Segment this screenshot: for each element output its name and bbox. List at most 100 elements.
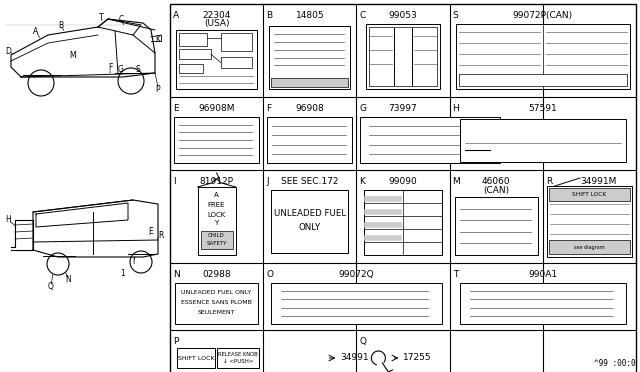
Bar xyxy=(177,348,215,368)
Bar xyxy=(170,4,636,372)
Text: O: O xyxy=(266,270,273,279)
Text: SHIFT LOCK: SHIFT LOCK xyxy=(178,356,214,360)
Text: 34991: 34991 xyxy=(340,353,369,362)
Bar xyxy=(364,190,442,255)
Bar xyxy=(175,283,258,324)
Bar xyxy=(221,33,252,51)
Text: J: J xyxy=(266,177,269,186)
Text: E: E xyxy=(148,228,154,237)
Bar xyxy=(366,24,440,89)
Text: 22304: 22304 xyxy=(202,11,231,20)
Bar xyxy=(369,27,436,86)
Text: CHILD: CHILD xyxy=(208,233,225,238)
Text: G: G xyxy=(118,65,124,74)
Text: G: G xyxy=(360,104,366,113)
Text: N: N xyxy=(173,270,180,279)
Text: S: S xyxy=(452,11,458,20)
Text: B: B xyxy=(266,11,273,20)
Text: A: A xyxy=(33,26,38,35)
Text: P: P xyxy=(156,86,160,94)
Bar xyxy=(460,119,626,162)
Text: SEULEMENT: SEULEMENT xyxy=(198,310,236,315)
Text: K: K xyxy=(360,177,365,186)
Bar xyxy=(217,348,259,368)
Text: 96908: 96908 xyxy=(296,104,324,113)
Bar xyxy=(271,78,348,87)
Bar xyxy=(548,188,630,201)
Text: 99090: 99090 xyxy=(388,177,417,186)
Bar xyxy=(271,283,442,324)
Text: 46060: 46060 xyxy=(482,177,511,186)
Text: I: I xyxy=(132,257,134,266)
Bar xyxy=(547,186,632,257)
Bar xyxy=(200,231,232,249)
Bar xyxy=(360,117,500,163)
Text: FREE: FREE xyxy=(208,202,225,208)
Text: A: A xyxy=(214,192,219,198)
Text: ↓ <PUSH>: ↓ <PUSH> xyxy=(223,359,253,363)
Text: 57591: 57591 xyxy=(529,104,557,113)
Bar xyxy=(456,24,630,89)
Text: 81912P: 81912P xyxy=(200,177,234,186)
Text: 73997: 73997 xyxy=(388,104,417,113)
Text: Y: Y xyxy=(214,220,219,226)
Text: T: T xyxy=(99,13,103,22)
Text: 99072Q: 99072Q xyxy=(339,270,374,279)
Text: I: I xyxy=(173,177,175,186)
Bar xyxy=(271,190,348,253)
Text: UNLEADED FUEL ONLY: UNLEADED FUEL ONLY xyxy=(182,289,252,295)
Text: B: B xyxy=(58,20,63,29)
Text: N: N xyxy=(65,276,71,285)
Bar xyxy=(548,240,630,254)
Bar xyxy=(459,74,627,86)
Text: (USA): (USA) xyxy=(204,19,229,28)
Bar xyxy=(174,117,259,163)
Text: LOCK: LOCK xyxy=(207,212,226,218)
Text: P: P xyxy=(173,337,179,346)
Text: C: C xyxy=(118,16,124,25)
Text: 96908M: 96908M xyxy=(198,104,235,113)
Text: (CAN): (CAN) xyxy=(483,186,509,195)
Bar xyxy=(179,64,204,73)
Text: 17255: 17255 xyxy=(403,353,432,362)
Text: C: C xyxy=(360,11,365,20)
Bar xyxy=(179,49,211,60)
Text: Q: Q xyxy=(360,337,366,346)
Text: 1: 1 xyxy=(120,269,125,279)
Text: ESSENCE SANS PLOMB: ESSENCE SANS PLOMB xyxy=(181,300,252,305)
Text: F: F xyxy=(108,64,112,73)
Text: A: A xyxy=(173,11,179,20)
Text: ^99 :00:0: ^99 :00:0 xyxy=(595,359,636,368)
Bar xyxy=(268,117,353,163)
Bar xyxy=(176,30,257,89)
Bar xyxy=(454,197,538,255)
Text: see diagram: see diagram xyxy=(574,244,605,250)
Text: H: H xyxy=(452,104,460,113)
Text: R: R xyxy=(546,177,552,186)
Text: 34991M: 34991M xyxy=(580,177,617,186)
Text: 14805: 14805 xyxy=(296,11,324,20)
Text: M: M xyxy=(452,177,460,186)
Text: S: S xyxy=(136,65,140,74)
Text: M: M xyxy=(70,51,76,60)
Text: R: R xyxy=(158,231,164,241)
Text: E: E xyxy=(173,104,179,113)
Bar xyxy=(221,57,252,68)
Text: 99072P(CAN): 99072P(CAN) xyxy=(513,11,573,20)
Text: SEE SEC.172: SEE SEC.172 xyxy=(281,177,339,186)
Text: SHIFT LOCK: SHIFT LOCK xyxy=(572,192,607,197)
Text: Q: Q xyxy=(48,282,54,292)
Text: D: D xyxy=(5,46,11,55)
Bar xyxy=(269,26,351,89)
Bar xyxy=(198,187,236,255)
Text: H: H xyxy=(5,215,11,224)
Bar xyxy=(460,283,626,324)
Bar xyxy=(179,33,207,46)
Text: UNLEADED FUEL: UNLEADED FUEL xyxy=(274,209,346,218)
Text: RELEASE KNOB: RELEASE KNOB xyxy=(218,352,258,356)
Text: SAFETY: SAFETY xyxy=(207,241,227,246)
Text: 02988: 02988 xyxy=(202,270,231,279)
Text: T: T xyxy=(452,270,458,279)
Text: F: F xyxy=(266,104,271,113)
Text: 990A1: 990A1 xyxy=(528,270,557,279)
